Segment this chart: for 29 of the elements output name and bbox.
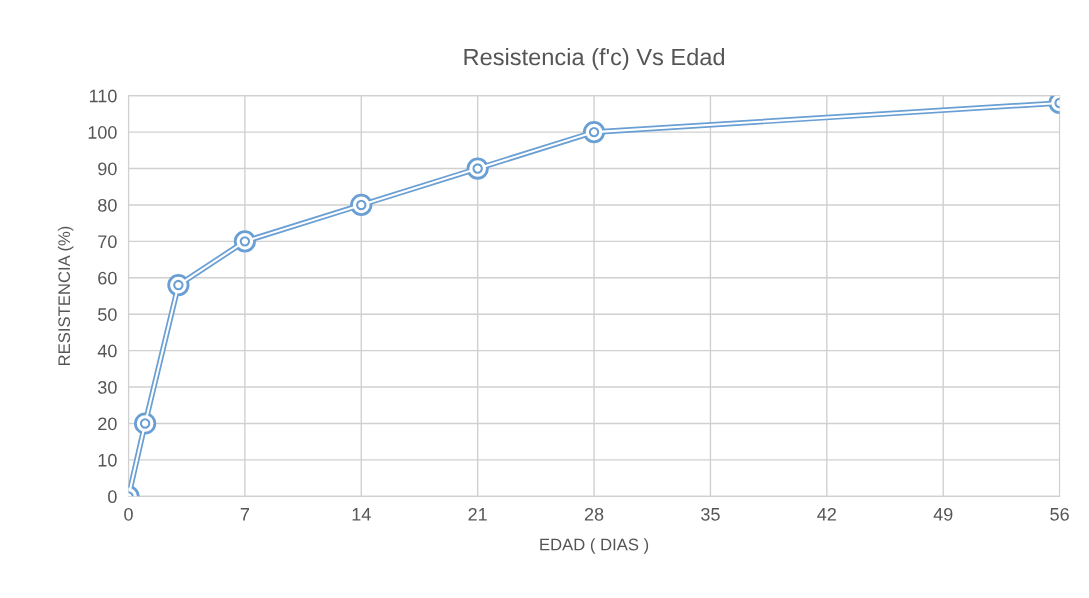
y-tick-label: 20 [98,417,117,431]
x-tick-label: 21 [468,507,487,521]
x-tick-label: 35 [701,507,720,521]
y-tick-label: 70 [98,235,117,249]
point [466,157,489,180]
y-tick-label: 0 [108,490,117,504]
y-tick-label: 90 [98,162,117,176]
x-tick-label: 49 [933,507,953,521]
y-tick-label: 50 [98,308,117,321]
point [167,273,190,297]
x-tick-label: 0 [124,507,133,521]
y-tick-label: 60 [98,271,117,285]
x-tick-label: 56 [1050,507,1069,521]
y-tick-label: 30 [98,381,117,394]
y-tick-label: 40 [97,344,117,358]
x-axis-title: EDAD ( DIAS ) [540,538,649,554]
x-tick-label: 42 [817,507,836,521]
x-tick-label: 7 [240,508,249,521]
y-tick-label: 80 [98,198,117,212]
point [233,230,256,253]
x-tick-label: 28 [584,507,604,521]
point [134,412,157,435]
y-tick-label: 10 [98,453,117,467]
y-axis-title: RESISTENCIA (%) [57,226,74,366]
y-tick-label: 100 [88,126,117,139]
x-tick-label: 14 [352,508,371,521]
y-tick-label: 110 [89,89,117,103]
chart-title: Resistencia (f'c) Vs Edad [464,48,725,71]
point [350,193,373,217]
